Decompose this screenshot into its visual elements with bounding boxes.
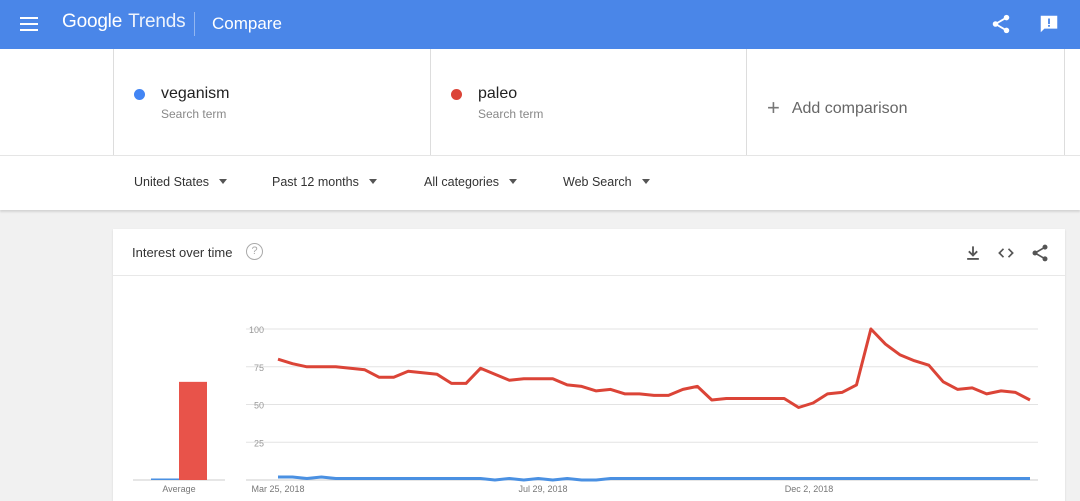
filter-region[interactable]: United States bbox=[134, 175, 228, 189]
average-bar-paleo bbox=[179, 381, 207, 480]
series-line-paleo bbox=[277, 327, 1031, 409]
filter-time-range[interactable]: Past 12 months bbox=[272, 175, 377, 189]
share-icon[interactable] bbox=[1030, 243, 1050, 263]
interest-chart: 25 50 75 100 Average Mar 25, 2018 Jul 29, 20… bbox=[133, 325, 1038, 494]
term-type: Search term bbox=[161, 107, 227, 121]
card-title: Interest over time bbox=[132, 245, 233, 260]
interest-over-time-card: Interest over time ? 25 50 75 100 Average M… bbox=[113, 229, 1065, 501]
filter-search-type[interactable]: Web Search bbox=[563, 175, 650, 189]
filter-label: United States bbox=[134, 175, 210, 189]
y-tick-label: 50 bbox=[254, 401, 264, 411]
help-icon[interactable]: ? bbox=[246, 243, 263, 260]
page-title: Compare bbox=[212, 14, 282, 33]
y-tick-label: 100 bbox=[249, 325, 264, 335]
add-comparison-button[interactable]: + Add comparison bbox=[767, 93, 908, 120]
average-bar-veganism bbox=[151, 478, 179, 480]
caret-down-icon bbox=[641, 179, 650, 184]
add-comparison-label: Add comparison bbox=[791, 100, 908, 117]
chart-grid: 25 50 75 100 bbox=[133, 325, 1038, 481]
y-tick-label: 25 bbox=[254, 438, 264, 448]
top-bar: Google Trends Compare bbox=[0, 0, 1080, 49]
logo-trends: Trends bbox=[128, 11, 186, 32]
filter-category[interactable]: All categories bbox=[424, 175, 518, 189]
caret-down-icon bbox=[509, 179, 518, 184]
add-comparison-card[interactable]: + Add comparison bbox=[746, 49, 1065, 155]
x-axis-labels: Mar 25, 2018 Jul 29, 2018 Dec 2, 2018 bbox=[251, 484, 833, 494]
filter-label: All categories bbox=[424, 175, 500, 189]
comparison-terms-row: veganism Search term paleo Search term +… bbox=[0, 49, 1080, 155]
term-card-veganism[interactable]: veganism Search term bbox=[113, 49, 430, 155]
google-trends-logo[interactable]: Google Trends bbox=[62, 11, 186, 33]
x-tick-label: Dec 2, 2018 bbox=[785, 484, 834, 494]
filter-label: Web Search bbox=[563, 175, 632, 189]
average-label: Average bbox=[162, 484, 195, 494]
term-type: Search term bbox=[478, 107, 544, 121]
menu-icon[interactable] bbox=[20, 15, 38, 33]
card-header: Interest over time ? bbox=[113, 229, 1065, 276]
term-card-paleo[interactable]: paleo Search term bbox=[430, 49, 747, 155]
term-color-dot bbox=[134, 89, 145, 100]
series-lines bbox=[277, 327, 1031, 482]
x-tick-label: Mar 25, 2018 bbox=[251, 484, 304, 494]
series-line-veganism bbox=[278, 475, 1030, 482]
caret-down-icon bbox=[219, 179, 228, 184]
logo-google: Google bbox=[62, 11, 123, 32]
share-icon[interactable] bbox=[990, 13, 1012, 35]
x-tick-label: Jul 29, 2018 bbox=[518, 484, 567, 494]
feedback-icon[interactable] bbox=[1038, 13, 1060, 35]
filters-bar: United States Past 12 months All categor… bbox=[0, 155, 1080, 210]
header-divider bbox=[194, 12, 195, 36]
embed-icon[interactable] bbox=[996, 243, 1016, 263]
y-tick-label: 75 bbox=[254, 363, 264, 373]
term-name[interactable]: paleo bbox=[478, 85, 518, 102]
term-name[interactable]: veganism bbox=[161, 85, 230, 102]
plus-icon: + bbox=[767, 95, 780, 120]
average-bars: Average bbox=[151, 381, 207, 494]
caret-down-icon bbox=[368, 179, 377, 184]
download-icon[interactable] bbox=[963, 243, 983, 263]
filter-label: Past 12 months bbox=[272, 175, 359, 189]
term-color-dot bbox=[451, 89, 462, 100]
